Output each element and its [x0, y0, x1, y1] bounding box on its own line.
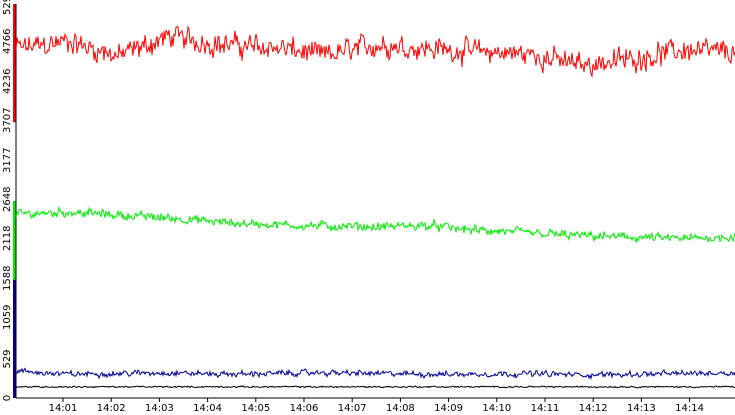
x-tick-label: 14:10	[482, 403, 512, 414]
axis-color-segment	[13, 240, 16, 398]
x-tick-label: 14:13	[626, 403, 656, 414]
y-tick-label: 529	[2, 349, 13, 369]
x-tick-label: 14:05	[241, 403, 271, 414]
x-tick-label: 14:04	[193, 403, 222, 414]
y-tick-label: 1059	[2, 304, 13, 331]
x-tick-label: 14:01	[48, 403, 78, 414]
axis-color-segment	[13, 4, 16, 123]
series-line-2	[15, 367, 735, 381]
x-tick-label: 14:14	[675, 403, 704, 414]
x-tick-label: 14:06	[289, 403, 319, 414]
y-tick-label: 4236	[2, 68, 13, 94]
y-tick-label: 1588	[2, 265, 13, 291]
y-tick-label: 5296	[2, 0, 13, 15]
y-tick-label: 4766	[2, 28, 13, 55]
y-tick-label: 0	[2, 394, 13, 402]
y-tick-label: 2648	[2, 186, 13, 212]
y-tick-label: 3177	[2, 147, 13, 173]
x-tick-label: 14:09	[434, 403, 463, 414]
series-line-3	[15, 385, 735, 389]
x-tick-label: 14:11	[530, 403, 560, 414]
y-tick-label: 3707	[2, 107, 13, 134]
x-tick-label: 14:12	[578, 403, 608, 414]
axis-color-segment	[13, 201, 16, 280]
y-tick-label: 2118	[2, 225, 13, 252]
x-tick-label: 14:02	[96, 403, 126, 414]
series-line-0	[15, 25, 735, 79]
x-tick-label: 14:03	[144, 403, 174, 414]
x-tick-label: 14:08	[385, 403, 415, 414]
series-line-1	[15, 205, 735, 244]
x-tick-label: 14:07	[337, 403, 367, 414]
